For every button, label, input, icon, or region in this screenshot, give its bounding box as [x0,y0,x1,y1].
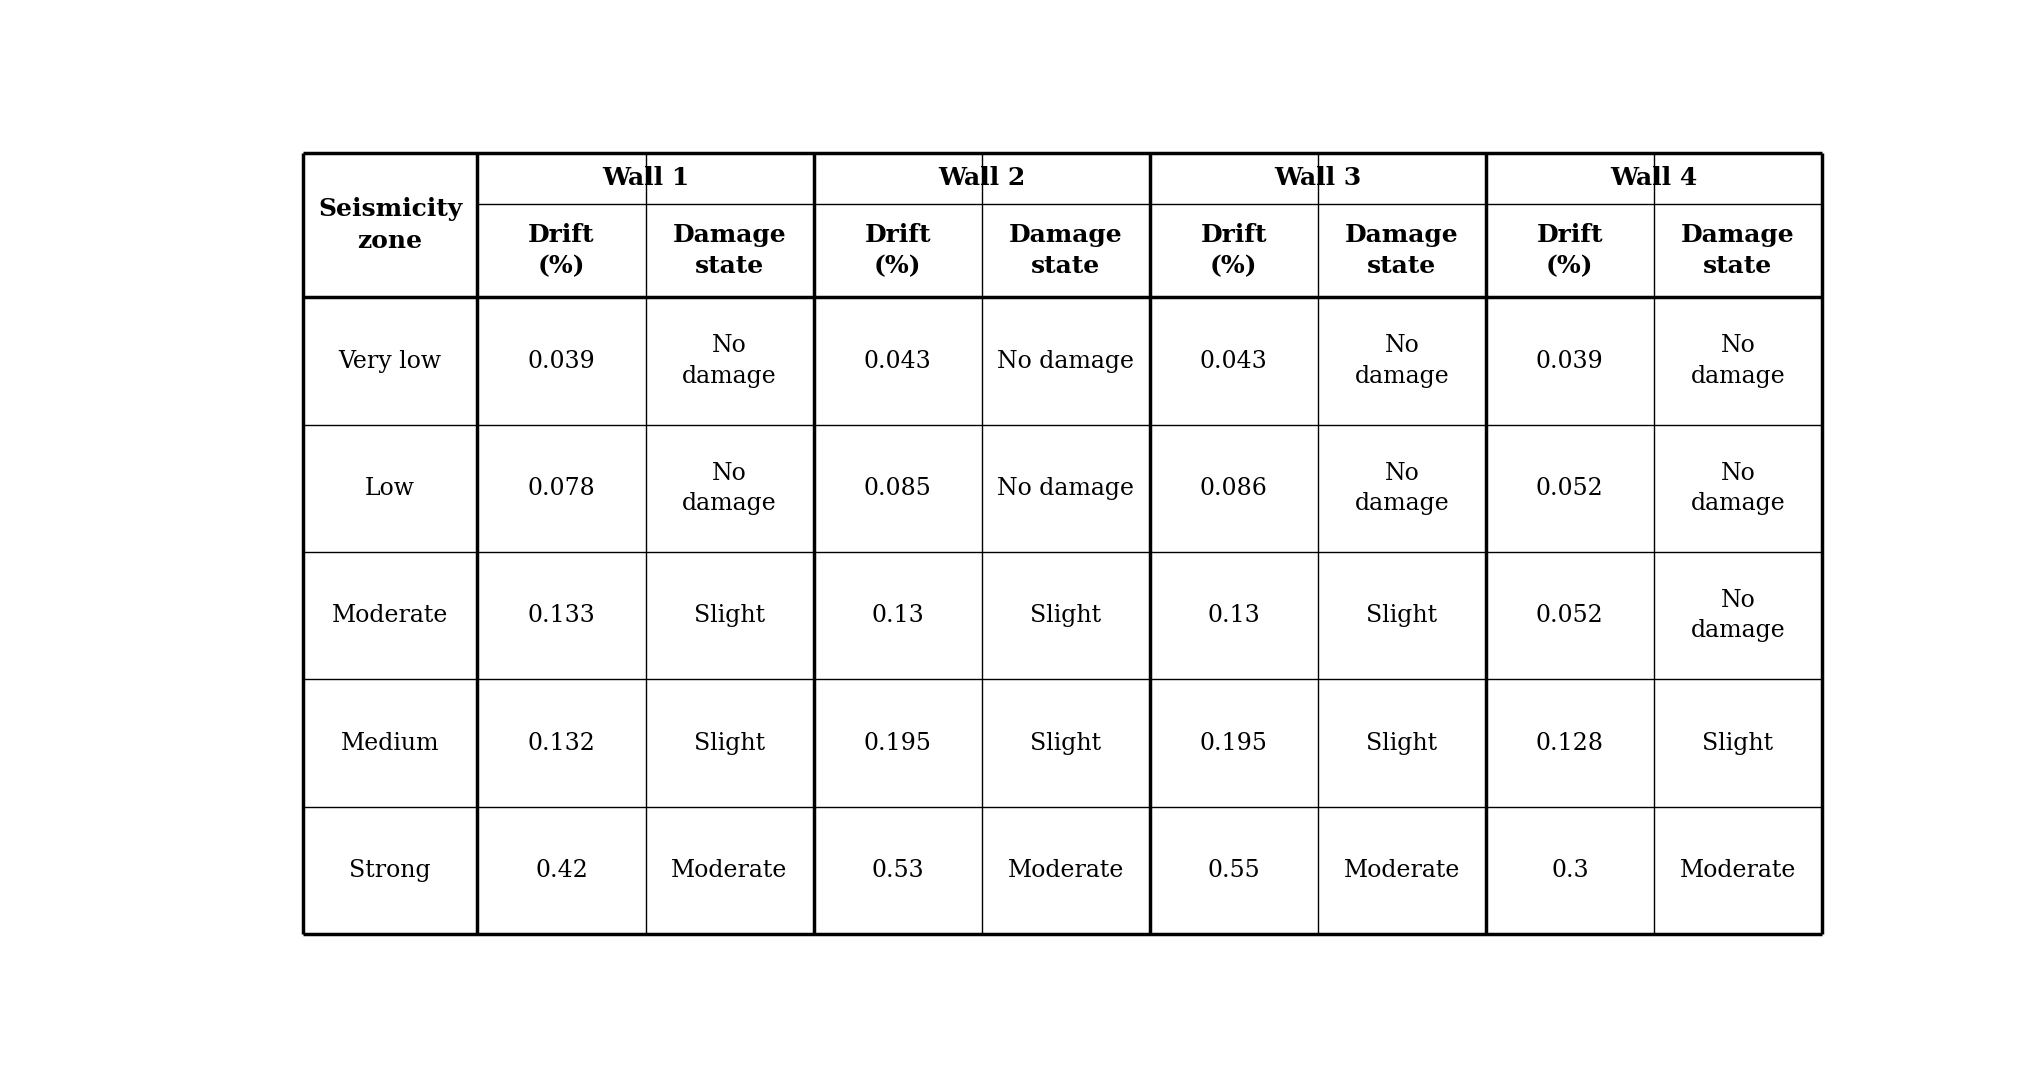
Text: 0.085: 0.085 [864,477,931,500]
Text: Drift
(%): Drift (%) [1538,223,1603,279]
Text: Damage
state: Damage state [672,223,786,279]
Text: 0.195: 0.195 [864,732,931,755]
Text: Moderate: Moderate [1007,859,1123,882]
Text: 0.052: 0.052 [1536,477,1603,500]
Text: 0.3: 0.3 [1552,859,1589,882]
Text: No
damage: No damage [682,334,776,388]
Text: No
damage: No damage [1354,461,1450,515]
Text: Moderate: Moderate [333,604,449,627]
Text: Slight: Slight [1366,732,1438,755]
Text: No
damage: No damage [1354,334,1450,388]
Text: 0.13: 0.13 [872,604,923,627]
Text: Damage
state: Damage state [1009,223,1123,279]
Text: 0.13: 0.13 [1207,604,1260,627]
Text: 0.039: 0.039 [527,349,596,373]
Text: 0.128: 0.128 [1536,732,1603,755]
Text: 0.039: 0.039 [1536,349,1603,373]
Text: Damage
state: Damage state [1346,223,1458,279]
Text: 0.195: 0.195 [1201,732,1268,755]
Text: Drift
(%): Drift (%) [529,223,594,279]
Text: Drift
(%): Drift (%) [1201,223,1266,279]
Text: 0.052: 0.052 [1536,604,1603,627]
Text: Moderate: Moderate [672,859,788,882]
Text: 0.42: 0.42 [535,859,588,882]
Text: Wall 3: Wall 3 [1274,167,1362,190]
Text: 0.078: 0.078 [527,477,596,500]
Text: Drift
(%): Drift (%) [864,223,931,279]
Text: 0.133: 0.133 [527,604,596,627]
Text: Slight: Slight [1366,604,1438,627]
Text: 0.086: 0.086 [1201,477,1268,500]
Text: 0.132: 0.132 [527,732,596,755]
Text: Seismicity
zone: Seismicity zone [319,198,461,253]
Text: Strong: Strong [349,859,431,882]
Text: Very low: Very low [339,349,441,373]
Text: Wall 2: Wall 2 [937,167,1025,190]
Text: No
damage: No damage [1691,461,1785,515]
Text: Slight: Slight [694,732,766,755]
Text: Slight: Slight [1703,732,1774,755]
Text: Medium: Medium [341,732,439,755]
Text: 0.53: 0.53 [872,859,923,882]
Text: Slight: Slight [694,604,766,627]
Text: No
damage: No damage [682,461,776,515]
Text: Moderate: Moderate [1344,859,1460,882]
Text: Slight: Slight [1029,732,1101,755]
Text: No
damage: No damage [1691,334,1785,388]
Text: No damage: No damage [996,349,1133,373]
Text: 0.043: 0.043 [864,349,931,373]
Text: Moderate: Moderate [1681,859,1797,882]
Text: 0.043: 0.043 [1201,349,1268,373]
Text: 0.55: 0.55 [1207,859,1260,882]
Text: Wall 1: Wall 1 [602,167,688,190]
Text: Low: Low [366,477,415,500]
Text: No
damage: No damage [1691,590,1785,642]
Text: Wall 4: Wall 4 [1611,167,1697,190]
Text: Damage
state: Damage state [1681,223,1795,279]
Text: No damage: No damage [996,477,1133,500]
Text: Slight: Slight [1029,604,1101,627]
